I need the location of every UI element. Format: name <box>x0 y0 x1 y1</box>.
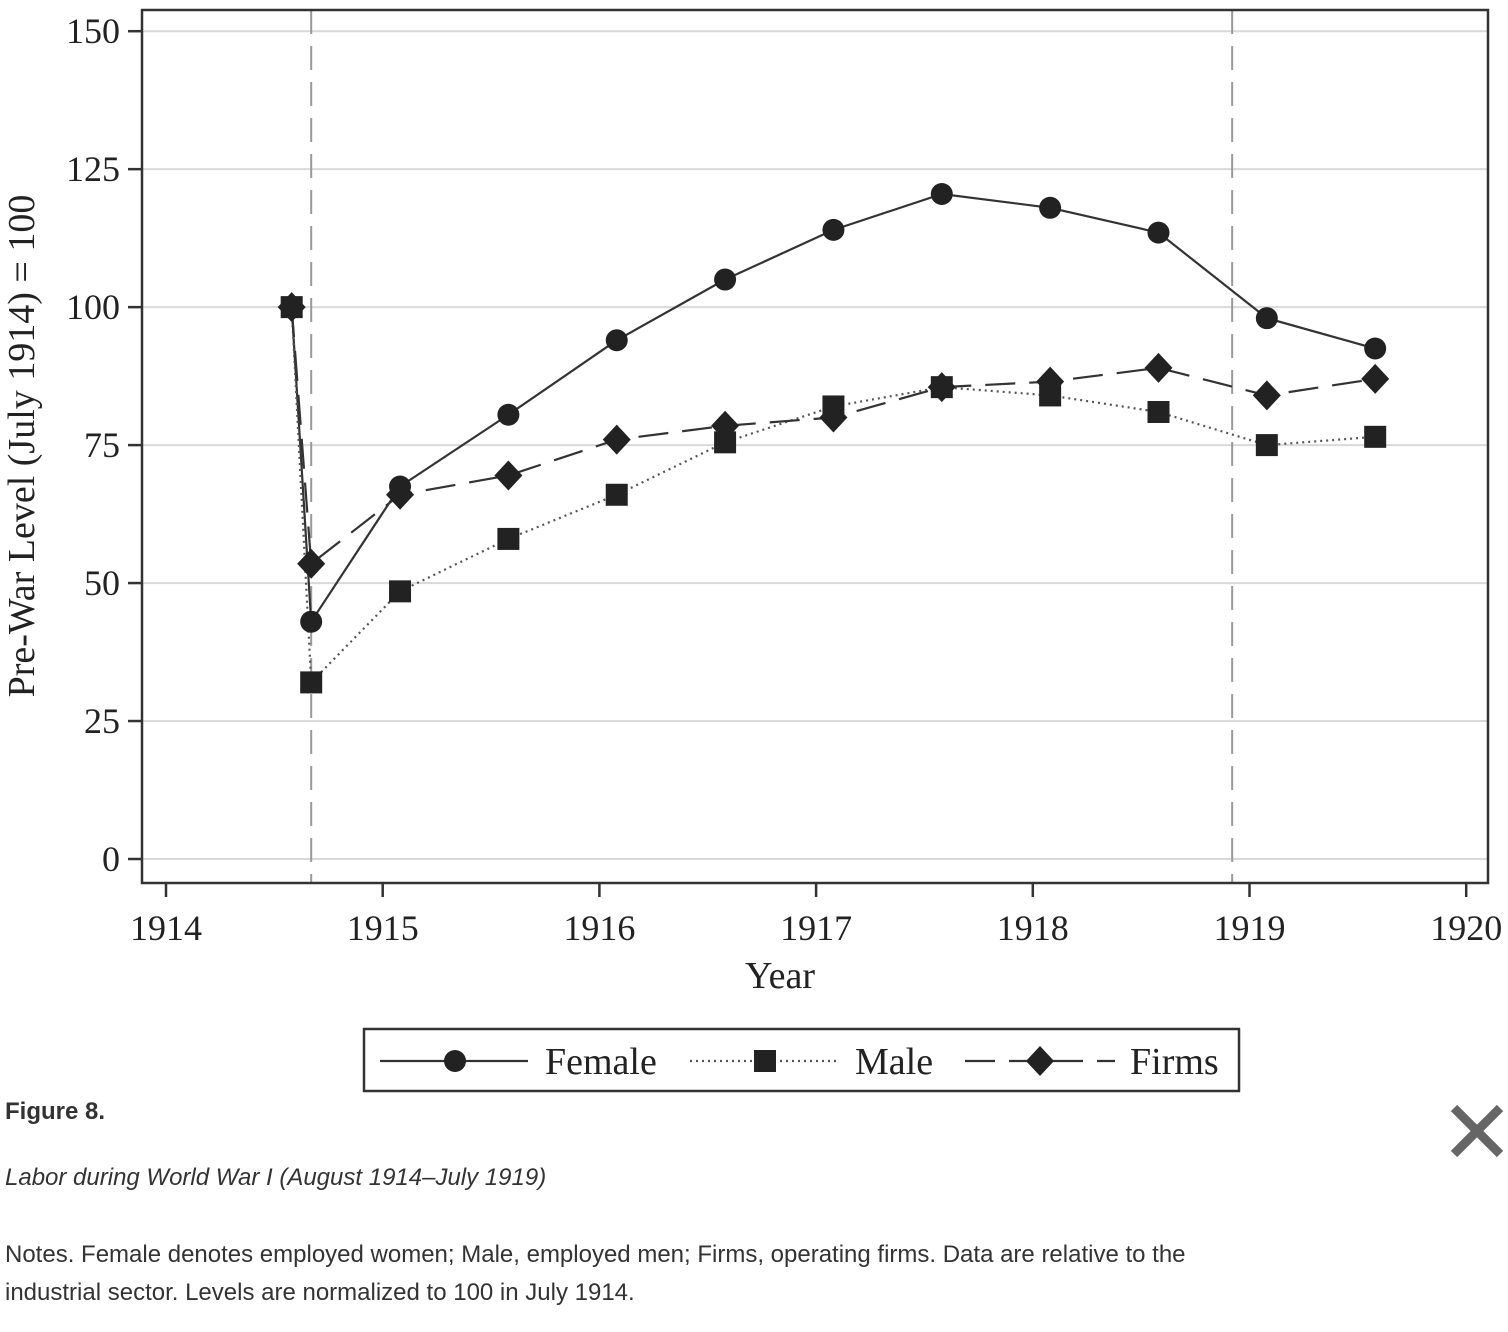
figure-notes: Notes. Female denotes employed women; Ma… <box>5 1241 1186 1306</box>
data-point-female <box>930 182 953 205</box>
x-axis-title: Year <box>745 955 815 997</box>
y-tick-label: 25 <box>84 701 120 741</box>
data-point-firms <box>277 292 306 323</box>
close-icon[interactable] <box>1446 1100 1508 1162</box>
y-tick-label: 50 <box>84 563 120 603</box>
y-tick-label: 75 <box>84 425 120 465</box>
data-point-male <box>497 527 520 550</box>
chart: 0 25 50 75 100 125 150 1914 1915 1916 1917 1918 1919… <box>1 8 1502 1093</box>
data-point-female <box>605 329 628 352</box>
y-tick-label: 125 <box>66 149 120 189</box>
legend-marker-male <box>754 1050 776 1072</box>
data-point-firms <box>386 479 415 510</box>
data-point-firms <box>819 402 848 433</box>
data-point-firms <box>927 372 956 403</box>
x-tick-label: 1920 <box>1430 908 1502 948</box>
legend-marker-female <box>444 1050 466 1072</box>
data-point-female <box>822 218 845 241</box>
data-point-male <box>1255 434 1278 457</box>
figure-title: Labor during World War I (August 1914–Ju… <box>5 1164 547 1191</box>
x-tick-label: 1919 <box>1214 908 1286 948</box>
x-tick-label: 1917 <box>780 908 852 948</box>
data-point-firms <box>711 410 740 441</box>
data-point-female <box>1147 221 1170 244</box>
data-point-firms <box>1252 380 1281 411</box>
series-line-firms <box>290 307 1376 566</box>
data-point-male <box>714 431 737 454</box>
data-point-female <box>1364 337 1387 360</box>
grid-layer <box>142 30 1488 860</box>
figure-label: Figure 8. <box>5 1098 106 1125</box>
reference-lines <box>310 10 1234 883</box>
y-tick-label: 0 <box>102 839 120 879</box>
y-tick-label: 100 <box>66 287 120 327</box>
data-point-male <box>300 671 323 694</box>
data-point-male <box>1147 400 1170 423</box>
legend-label-female: Female <box>545 1041 657 1083</box>
data-point-firms <box>494 460 523 491</box>
data-point-firms <box>1144 352 1173 383</box>
x-tick-label: 1918 <box>997 908 1069 948</box>
data-point-firms <box>1036 366 1065 397</box>
legend-marker-firms <box>1026 1046 1054 1076</box>
data-point-female <box>497 403 520 426</box>
data-point-firms <box>297 548 326 579</box>
data-point-male <box>605 483 628 506</box>
legend-label-firms: Firms <box>1130 1041 1219 1083</box>
data-point-male <box>1364 425 1387 448</box>
series-line-female <box>290 192 1376 626</box>
data-point-male <box>389 580 412 603</box>
x-tick-label: 1914 <box>130 908 202 948</box>
x-tick-label: 1915 <box>347 908 419 948</box>
data-point-female <box>1039 196 1062 219</box>
data-point-female <box>714 268 737 291</box>
series-line-male <box>290 307 1376 685</box>
plot-frame <box>140 8 1490 885</box>
data-point-female <box>1255 307 1278 330</box>
data-point-female <box>300 610 323 633</box>
legend: Female Male Firms <box>362 1027 1241 1093</box>
legend-label-male: Male <box>855 1041 933 1083</box>
series-layer <box>277 182 1390 694</box>
y-axis-title: Pre-War Level (July 1914) = 100 <box>1 195 43 698</box>
data-point-firms <box>602 424 631 455</box>
y-tick-label: 150 <box>66 11 120 51</box>
x-tick-label: 1916 <box>563 908 635 948</box>
axes: 0 25 50 75 100 125 150 1914 1915 1916 1917 1918 1919… <box>66 11 1502 948</box>
data-point-firms <box>1361 363 1390 394</box>
